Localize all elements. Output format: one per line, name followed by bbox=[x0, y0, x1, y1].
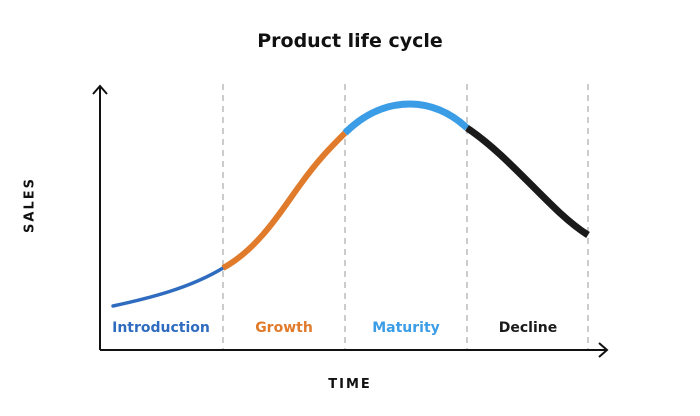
x-axis-label: TIME bbox=[328, 377, 372, 392]
stage-label-introduction: Introduction bbox=[112, 320, 210, 336]
curve-introduction bbox=[111, 266, 225, 308]
diagram-title: Product life cycle bbox=[257, 30, 443, 52]
curve-maturity bbox=[342, 100, 470, 136]
y-axis-arrow-icon bbox=[92, 84, 108, 95]
stage-label-maturity: Maturity bbox=[372, 320, 440, 336]
stage-label-decline: Decline bbox=[498, 320, 558, 336]
curve-growth bbox=[221, 130, 348, 271]
y-axis-label: SALES bbox=[22, 177, 38, 233]
curve-decline bbox=[465, 125, 590, 238]
stage-label-growth: Growth bbox=[255, 320, 313, 336]
x-axis-arrow-icon bbox=[598, 342, 609, 358]
